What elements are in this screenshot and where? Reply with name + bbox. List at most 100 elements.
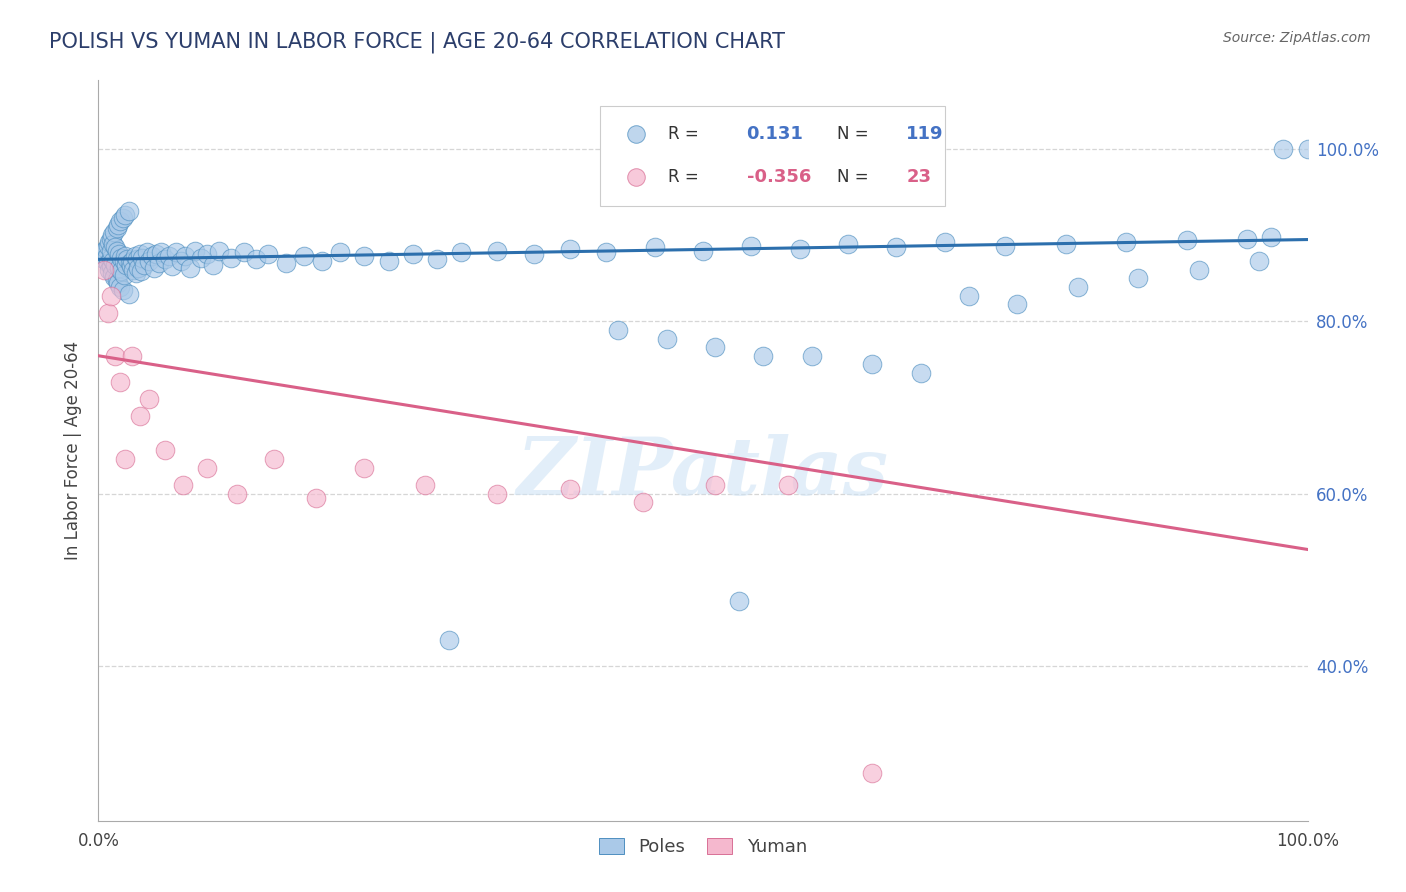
Point: [107, 277, 129, 291]
Point: [138, 392, 160, 406]
Text: -0.356: -0.356: [747, 168, 811, 186]
Point: [1054, 236, 1077, 251]
Point: [1296, 142, 1319, 156]
Point: [957, 288, 980, 302]
Point: [110, 251, 132, 265]
Text: Source: ZipAtlas.com: Source: ZipAtlas.com: [1223, 31, 1371, 45]
Point: [104, 240, 127, 254]
Point: [127, 260, 149, 275]
Text: N =: N =: [837, 126, 869, 144]
Point: [329, 245, 352, 260]
Point: [103, 225, 125, 239]
Point: [97, 238, 120, 252]
Point: [148, 256, 170, 270]
Point: [860, 766, 883, 780]
Point: [125, 266, 148, 280]
Point: [1128, 271, 1150, 285]
Point: [704, 340, 727, 354]
Text: 23: 23: [905, 168, 931, 186]
Point: [1236, 232, 1258, 246]
Point: [145, 247, 167, 261]
Point: [134, 259, 156, 273]
Point: [124, 249, 146, 263]
Point: [104, 349, 127, 363]
Point: [105, 273, 128, 287]
Point: [100, 259, 122, 273]
Point: [93, 262, 115, 277]
Point: [752, 349, 775, 363]
Point: [740, 238, 762, 252]
Point: [96, 249, 118, 263]
Point: [595, 245, 617, 260]
Point: [100, 251, 122, 265]
Point: [523, 247, 546, 261]
Point: [100, 288, 122, 302]
Point: [413, 478, 436, 492]
Point: [1272, 142, 1295, 156]
Point: [131, 251, 153, 265]
Point: [450, 245, 472, 260]
Point: [860, 357, 883, 371]
Point: [98, 235, 121, 249]
Point: [114, 249, 136, 263]
Point: [100, 232, 122, 246]
Point: [558, 242, 581, 256]
Point: [174, 249, 197, 263]
Point: [104, 258, 127, 272]
Point: [115, 258, 138, 272]
Point: [437, 632, 460, 647]
Point: [626, 254, 648, 268]
Point: [111, 211, 134, 225]
Point: [121, 349, 143, 363]
Point: [263, 452, 285, 467]
Point: [118, 204, 141, 219]
Point: [607, 323, 630, 337]
Point: [118, 256, 141, 270]
Point: [305, 491, 328, 505]
Point: [195, 460, 218, 475]
Point: [118, 286, 141, 301]
Point: [190, 251, 212, 265]
Point: [112, 254, 135, 268]
Point: [195, 247, 218, 261]
Point: [127, 252, 149, 267]
Point: [486, 244, 509, 258]
Point: [128, 247, 150, 261]
Point: [994, 238, 1017, 252]
Point: [143, 260, 166, 275]
Point: [101, 254, 124, 268]
Point: [402, 247, 425, 261]
Point: [353, 249, 375, 263]
Point: [129, 264, 152, 278]
Point: [150, 245, 173, 260]
Point: [486, 486, 509, 500]
Point: [704, 478, 727, 492]
Point: [202, 258, 225, 272]
Point: [111, 283, 134, 297]
Point: [110, 264, 132, 278]
Point: [100, 228, 122, 243]
Point: [153, 443, 176, 458]
Point: [886, 240, 908, 254]
Point: [165, 245, 187, 260]
Point: [353, 460, 375, 475]
Text: POLISH VS YUMAN IN LABOR FORCE | AGE 20-64 CORRELATION CHART: POLISH VS YUMAN IN LABOR FORCE | AGE 20-…: [49, 31, 785, 53]
Point: [311, 254, 333, 268]
Point: [100, 266, 122, 280]
Text: N =: N =: [837, 168, 869, 186]
Point: [169, 254, 191, 268]
Point: [644, 240, 666, 254]
Point: [184, 244, 207, 258]
Point: [626, 205, 648, 219]
Y-axis label: In Labor Force | Age 20-64: In Labor Force | Age 20-64: [65, 341, 83, 560]
Point: [274, 256, 297, 270]
Point: [117, 252, 139, 267]
Point: [93, 252, 115, 267]
Legend: Poles, Yuman: Poles, Yuman: [592, 830, 814, 863]
Text: 119: 119: [905, 126, 943, 144]
Point: [377, 254, 399, 268]
FancyBboxPatch shape: [600, 106, 945, 206]
Point: [108, 260, 131, 275]
Point: [1175, 234, 1198, 248]
Point: [94, 242, 117, 256]
